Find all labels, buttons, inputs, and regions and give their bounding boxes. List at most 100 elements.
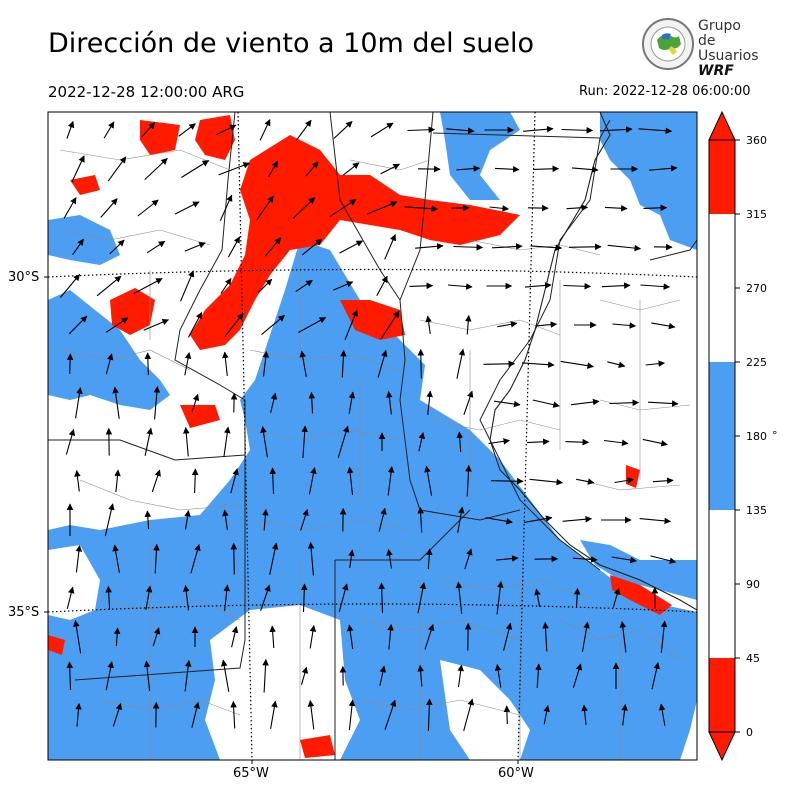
wind-arrow	[191, 701, 200, 728]
wind-arrow	[222, 351, 229, 376]
wind-arrow	[604, 204, 628, 212]
colorbar-tick-label-270: 270	[746, 282, 767, 295]
wind-arrow	[568, 243, 602, 251]
colorbar-tick-label-360: 360	[746, 134, 767, 147]
wind-arrow	[182, 584, 190, 611]
wind-arrow	[652, 477, 674, 485]
blue-region-northwest	[48, 215, 120, 265]
wind-arrow	[562, 515, 593, 523]
lat-label-35s: 35°S	[8, 605, 40, 620]
red-region-nw-small	[70, 175, 100, 195]
wind-arrow	[292, 197, 316, 219]
wind-arrow	[407, 126, 436, 134]
wind-arrow	[231, 626, 239, 648]
wind-arrow	[346, 624, 354, 649]
colorbar-tick-label-225: 225	[746, 356, 767, 369]
wind-arrow	[384, 699, 397, 730]
wind-arrow	[144, 427, 153, 456]
blue-region-west	[48, 290, 170, 410]
wind-arrow	[424, 465, 433, 496]
wind-arrow	[456, 431, 464, 453]
wind-arrow	[457, 664, 464, 687]
wind-arrow	[187, 312, 203, 338]
wind-arrow	[259, 119, 271, 141]
wind-arrow	[301, 425, 308, 459]
wind-arrow	[463, 390, 474, 415]
wind-arrow	[174, 201, 200, 215]
wind-arrow	[190, 543, 201, 574]
wind-arrow	[638, 127, 673, 135]
wind-arrow	[298, 317, 327, 333]
wind-arrow	[565, 438, 590, 446]
wind-arrow	[269, 542, 279, 575]
wind-arrow	[333, 121, 353, 139]
wind-arrow	[535, 663, 542, 689]
wind-arrow	[230, 468, 239, 494]
wind-arrow	[181, 160, 210, 178]
wind-arrow	[456, 165, 481, 172]
wind-arrow	[105, 661, 114, 691]
wind-arrow	[488, 438, 511, 445]
red-region-north-central	[190, 135, 520, 350]
wind-arrow	[561, 127, 594, 134]
wind-arrow	[270, 392, 278, 413]
wind-arrow	[178, 123, 196, 137]
wind-arrow	[151, 469, 161, 493]
wind-arrow	[300, 583, 308, 613]
red-region-central-small	[180, 405, 220, 428]
wind-arrow	[496, 555, 519, 562]
wind-arrow	[269, 625, 276, 649]
wind-arrow	[222, 509, 229, 530]
wind-arrow	[380, 310, 400, 340]
wind-arrow	[66, 661, 74, 691]
wind-arrow	[533, 165, 560, 173]
red-region-north	[195, 115, 235, 160]
wind-arrow	[153, 543, 160, 574]
wind-arrow	[270, 700, 278, 729]
wind-arrow	[261, 314, 286, 336]
wind-arrow	[260, 584, 271, 611]
wind-arrow	[72, 238, 84, 256]
wind-arrow	[112, 544, 120, 573]
wind-arrow	[532, 399, 560, 408]
white-patch-southeast	[440, 660, 530, 760]
lon-label-65w: 65°W	[233, 766, 269, 781]
blue-region-east-strip	[600, 112, 697, 250]
wind-arrow	[534, 588, 541, 607]
wind-arrow	[465, 464, 472, 497]
white-patch-west	[48, 545, 100, 620]
wind-arrow	[66, 353, 74, 375]
wind-arrow	[418, 432, 426, 452]
wind-arrow	[113, 627, 121, 647]
wind-arrow	[230, 700, 237, 729]
wind-arrow	[223, 426, 231, 457]
wind-arrow	[256, 195, 274, 221]
red-region-coast	[610, 575, 672, 615]
colorbar-band-135-225	[709, 362, 735, 510]
wind-arrow	[453, 243, 484, 251]
wind-arrow	[348, 699, 356, 730]
wind-arrow	[215, 124, 237, 136]
wind-arrow	[262, 350, 270, 377]
wind-arrow	[612, 587, 621, 608]
wind-arrow	[599, 126, 633, 133]
wind-arrow	[426, 698, 433, 732]
wind-arrow	[269, 467, 277, 495]
wind-arrow	[614, 477, 635, 484]
wind-arrow	[378, 582, 385, 614]
wind-arrow	[103, 121, 115, 139]
wind-arrow	[370, 122, 394, 138]
wind-arrow	[503, 622, 513, 651]
wind-arrow	[59, 273, 81, 298]
wind-arrow	[379, 665, 387, 686]
wind-arrow	[68, 315, 88, 335]
wind-arrow	[268, 160, 278, 178]
wind-arrow	[647, 400, 679, 407]
wind-arrow	[490, 477, 524, 485]
map-area	[48, 112, 697, 760]
wind-arrow	[651, 662, 660, 690]
colorbar-band-45-135	[709, 510, 735, 658]
wind-arrow	[144, 510, 152, 530]
wind-arrow	[342, 162, 360, 176]
wind-arrow	[649, 165, 678, 172]
